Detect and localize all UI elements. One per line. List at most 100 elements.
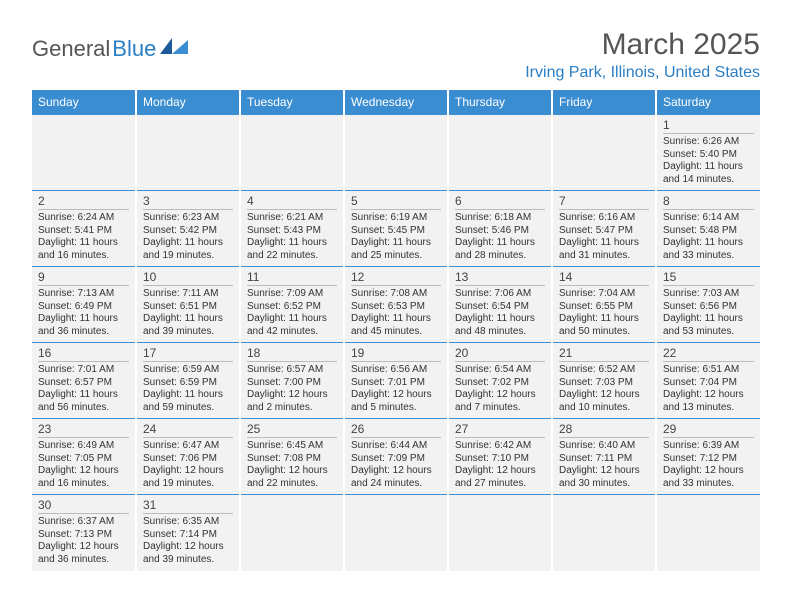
day-detail: Sunrise: 6:14 AMSunset: 5:48 PMDaylight:… — [663, 212, 754, 262]
day-number: 24 — [143, 419, 233, 438]
day-detail: Sunrise: 7:06 AMSunset: 6:54 PMDaylight:… — [455, 288, 545, 338]
calendar-cell: 21Sunrise: 6:52 AMSunset: 7:03 PMDayligh… — [552, 343, 656, 419]
day-number: 23 — [38, 419, 129, 438]
day-number: 1 — [663, 115, 754, 134]
calendar-cell — [344, 115, 448, 191]
calendar-cell: 25Sunrise: 6:45 AMSunset: 7:08 PMDayligh… — [240, 419, 344, 495]
weekday-header: Sunday — [32, 90, 136, 115]
day-number: 10 — [143, 267, 233, 286]
calendar-cell: 10 Sunrise: 7:11 AMSunset: 6:51 PMDayligh… — [136, 267, 240, 343]
calendar-row: 23 Sunrise: 6:49 AMSunset: 7:05 PMDayligh… — [32, 419, 760, 495]
calendar-cell: 20 Sunrise: 6:54 AMSunset: 7:02 PMDayligh… — [448, 343, 552, 419]
calendar-cell: 5 Sunrise: 6:19 AMSunset: 5:45 PMDaylight… — [344, 191, 448, 267]
calendar-cell: 28 Sunrise: 6:40 AMSunset: 7:11 PMDayligh… — [552, 419, 656, 495]
day-number: 12 — [351, 267, 441, 286]
calendar-cell: 23 Sunrise: 6:49 AMSunset: 7:05 PMDayligh… — [32, 419, 136, 495]
day-number: 5 — [351, 191, 441, 210]
day-detail: Sunrise: 7:09 AMSunset: 6:52 PMDaylight:… — [247, 288, 337, 338]
day-detail: Sunrise: 6:37 AMSunset: 7:13 PMDaylight:… — [38, 516, 129, 566]
logo-text-general: General — [32, 36, 110, 62]
calendar-cell — [136, 115, 240, 191]
day-detail: Sunrise: 6:59 AMSunset: 6:59 PMDaylight:… — [143, 364, 233, 414]
day-number: 25 — [247, 419, 337, 438]
logo-text-blue: Blue — [112, 36, 156, 62]
calendar-cell: 22Sunrise: 6:51 AMSunset: 7:04 PMDayligh… — [656, 343, 760, 419]
day-number: 13 — [455, 267, 545, 286]
calendar-cell: 18 Sunrise: 6:57 AMSunset: 7:00 PMDayligh… — [240, 343, 344, 419]
calendar-cell: 11 Sunrise: 7:09 AMSunset: 6:52 PMDayligh… — [240, 267, 344, 343]
calendar-cell: 30 Sunrise: 6:37 AMSunset: 7:13 PMDayligh… — [32, 495, 136, 571]
day-number: 11 — [247, 267, 337, 286]
day-detail: Sunrise: 7:11 AMSunset: 6:51 PMDaylight:… — [143, 288, 233, 338]
day-detail: Sunrise: 6:54 AMSunset: 7:02 PMDaylight:… — [455, 364, 545, 414]
day-number: 15 — [663, 267, 754, 286]
calendar-cell: 4Sunrise: 6:21 AMSunset: 5:43 PMDaylight… — [240, 191, 344, 267]
day-number: 26 — [351, 419, 441, 438]
day-number: 14 — [559, 267, 649, 286]
day-number: 20 — [455, 343, 545, 362]
day-number: 6 — [455, 191, 545, 210]
day-detail: Sunrise: 7:04 AMSunset: 6:55 PMDaylight:… — [559, 288, 649, 338]
calendar-cell: 12 Sunrise: 7:08 AMSunset: 6:53 PMDayligh… — [344, 267, 448, 343]
calendar-cell — [344, 495, 448, 571]
day-number: 18 — [247, 343, 337, 362]
calendar-row: 16Sunrise: 7:01 AMSunset: 6:57 PMDayligh… — [32, 343, 760, 419]
day-number: 22 — [663, 343, 754, 362]
calendar-cell: 16Sunrise: 7:01 AMSunset: 6:57 PMDayligh… — [32, 343, 136, 419]
page-title: March 2025 — [525, 28, 760, 62]
day-number: 3 — [143, 191, 233, 210]
day-detail: Sunrise: 6:40 AMSunset: 7:11 PMDaylight:… — [559, 440, 649, 490]
day-detail: Sunrise: 6:47 AMSunset: 7:06 PMDaylight:… — [143, 440, 233, 490]
day-detail: Sunrise: 6:44 AMSunset: 7:09 PMDaylight:… — [351, 440, 441, 490]
calendar-cell: 14 Sunrise: 7:04 AMSunset: 6:55 PMDayligh… — [552, 267, 656, 343]
day-number: 31 — [143, 495, 233, 514]
calendar-row: 30 Sunrise: 6:37 AMSunset: 7:13 PMDayligh… — [32, 495, 760, 571]
day-number: 19 — [351, 343, 441, 362]
day-number: 17 — [143, 343, 233, 362]
calendar-cell — [552, 115, 656, 191]
location-subtitle: Irving Park, Illinois, United States — [525, 64, 760, 82]
weekday-header: Saturday — [656, 90, 760, 115]
day-detail: Sunrise: 6:57 AMSunset: 7:00 PMDaylight:… — [247, 364, 337, 414]
calendar-cell: 31 Sunrise: 6:35 AMSunset: 7:14 PMDayligh… — [136, 495, 240, 571]
day-detail: Sunrise: 6:49 AMSunset: 7:05 PMDaylight:… — [38, 440, 129, 490]
weekday-header: Wednesday — [344, 90, 448, 115]
day-number: 7 — [559, 191, 649, 210]
calendar-cell: 24 Sunrise: 6:47 AMSunset: 7:06 PMDayligh… — [136, 419, 240, 495]
calendar-cell: 29 Sunrise: 6:39 AMSunset: 7:12 PMDayligh… — [656, 419, 760, 495]
calendar-row: 1 Sunrise: 6:26 AMSunset: 5:40 PMDaylight… — [32, 115, 760, 191]
day-detail: Sunrise: 6:19 AMSunset: 5:45 PMDaylight:… — [351, 212, 441, 262]
day-detail: Sunrise: 6:35 AMSunset: 7:14 PMDaylight:… — [143, 516, 233, 566]
day-detail: Sunrise: 7:03 AMSunset: 6:56 PMDaylight:… — [663, 288, 754, 338]
calendar-cell: 2Sunrise: 6:24 AMSunset: 5:41 PMDaylight… — [32, 191, 136, 267]
day-detail: Sunrise: 6:39 AMSunset: 7:12 PMDaylight:… — [663, 440, 754, 490]
weekday-header: Tuesday — [240, 90, 344, 115]
calendar-cell — [552, 495, 656, 571]
calendar-cell: 8Sunrise: 6:14 AMSunset: 5:48 PMDaylight… — [656, 191, 760, 267]
day-number: 30 — [38, 495, 129, 514]
calendar-cell: 13 Sunrise: 7:06 AMSunset: 6:54 PMDayligh… — [448, 267, 552, 343]
day-detail: Sunrise: 7:13 AMSunset: 6:49 PMDaylight:… — [38, 288, 129, 338]
logo: GeneralBlue — [32, 36, 190, 62]
day-number: 28 — [559, 419, 649, 438]
weekday-header: Friday — [552, 90, 656, 115]
day-detail: Sunrise: 6:21 AMSunset: 5:43 PMDaylight:… — [247, 212, 337, 262]
calendar-cell: 6Sunrise: 6:18 AMSunset: 5:46 PMDaylight… — [448, 191, 552, 267]
day-detail: Sunrise: 6:23 AMSunset: 5:42 PMDaylight:… — [143, 212, 233, 262]
calendar-cell: 26 Sunrise: 6:44 AMSunset: 7:09 PMDayligh… — [344, 419, 448, 495]
day-number: 27 — [455, 419, 545, 438]
calendar-cell — [448, 115, 552, 191]
calendar-cell: 27Sunrise: 6:42 AMSunset: 7:10 PMDayligh… — [448, 419, 552, 495]
calendar-cell — [240, 495, 344, 571]
day-detail: Sunrise: 6:26 AMSunset: 5:40 PMDaylight:… — [663, 136, 754, 186]
day-detail: Sunrise: 6:16 AMSunset: 5:47 PMDaylight:… — [559, 212, 649, 262]
day-number: 2 — [38, 191, 129, 210]
calendar-cell: 1 Sunrise: 6:26 AMSunset: 5:40 PMDaylight… — [656, 115, 760, 191]
calendar-cell: 19 Sunrise: 6:56 AMSunset: 7:01 PMDayligh… — [344, 343, 448, 419]
day-number: 29 — [663, 419, 754, 438]
calendar-cell: 3 Sunrise: 6:23 AMSunset: 5:42 PMDaylight… — [136, 191, 240, 267]
calendar-cell — [448, 495, 552, 571]
day-detail: Sunrise: 6:52 AMSunset: 7:03 PMDaylight:… — [559, 364, 649, 414]
day-detail: Sunrise: 7:08 AMSunset: 6:53 PMDaylight:… — [351, 288, 441, 338]
day-detail: Sunrise: 6:56 AMSunset: 7:01 PMDaylight:… — [351, 364, 441, 414]
